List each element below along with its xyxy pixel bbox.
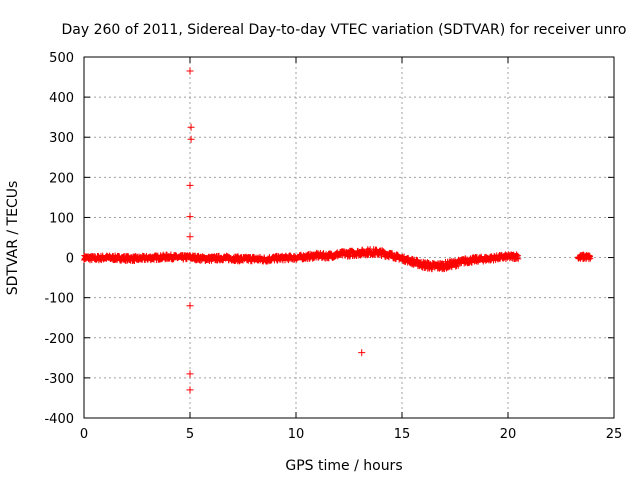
band-marker: [587, 255, 594, 262]
outlier-marker: [186, 370, 194, 378]
y-tick-label: -400: [44, 412, 74, 427]
outlier-marker: [187, 135, 195, 143]
y-tick-label: 500: [49, 51, 74, 66]
outlier-marker: [186, 181, 194, 189]
y-tick-label: 100: [49, 211, 74, 226]
y-axis-label: SDTVAR / TECUs: [5, 181, 21, 296]
y-tick-label: -100: [44, 292, 74, 307]
y-tick-label: -300: [44, 372, 74, 387]
outlier-marker: [186, 213, 194, 221]
y-axis: 500 400 300 200 100 0 -100 -200 -300 -400: [44, 51, 614, 427]
chart-title: Day 260 of 2011, Sidereal Day-to-day VTE…: [62, 22, 627, 38]
data-points: [81, 67, 594, 394]
outlier-marker: [187, 123, 195, 131]
x-tick-label: 5: [186, 427, 194, 442]
outlier-marker: [186, 302, 194, 310]
outlier-marker: [186, 67, 194, 75]
x-tick-label: 25: [606, 427, 623, 442]
outlier-marker: [358, 349, 366, 357]
y-tick-label: 400: [49, 91, 74, 106]
outlier-marker: [186, 233, 194, 241]
plot-frame: [83, 56, 615, 419]
y-tick-label: 200: [49, 171, 74, 186]
x-axis: 0 5 10 15 20 25: [80, 57, 622, 442]
band-marker: [515, 255, 522, 262]
grid: [84, 57, 614, 418]
y-tick-label: 300: [49, 131, 74, 146]
band-marker: [455, 262, 462, 269]
x-tick-label: 0: [80, 427, 88, 442]
x-axis-label: GPS time / hours: [285, 458, 402, 474]
y-tick-label: 0: [66, 252, 74, 267]
outlier-marker: [186, 386, 194, 394]
x-tick-label: 10: [288, 427, 305, 442]
y-tick-label: -200: [44, 332, 74, 347]
x-tick-label: 20: [500, 427, 517, 442]
x-tick-label: 15: [394, 427, 411, 442]
